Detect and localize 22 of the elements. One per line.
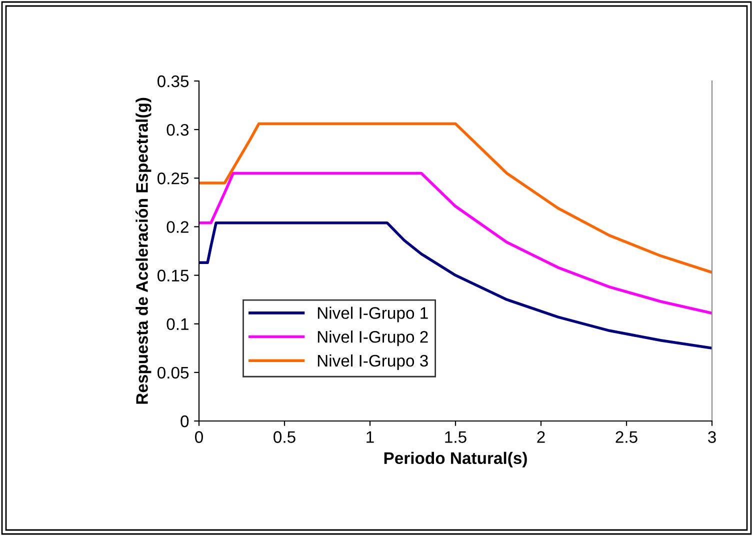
- legend-label: Nivel I-Grupo 1: [318, 306, 428, 322]
- x-axis-title: Periodo Natural(s): [384, 452, 527, 468]
- y-axis-title: Respuesta de Aceleración Espectral(g): [136, 98, 152, 404]
- line-series: [199, 221, 712, 350]
- x-tick-label: 0: [195, 431, 203, 443]
- legend-label: Nivel I-Grupo 2: [318, 330, 428, 346]
- x-tick-label: 2: [537, 431, 545, 443]
- x-tick-label: 0.5: [274, 431, 296, 443]
- x-tick-label: 1.5: [445, 431, 466, 443]
- y-tick-label: 0: [180, 415, 189, 428]
- y-tick-label: 0.3: [166, 124, 189, 136]
- y-tick-label: 0.15: [157, 270, 189, 282]
- y-tick-label: 0.25: [157, 172, 189, 184]
- y-tick-label: 0.2: [166, 221, 188, 233]
- x-tick-label: 3: [708, 431, 716, 443]
- y-tick-label: 0.35: [157, 75, 189, 88]
- line-series: [199, 122, 712, 274]
- legend-label: Nivel I-Grupo 3: [318, 354, 428, 370]
- x-tick-label: 1: [366, 431, 374, 443]
- x-tick-label: 2.5: [616, 431, 638, 443]
- y-tick-label: 0.05: [157, 366, 189, 379]
- y-tick-label: 0.1: [166, 318, 188, 330]
